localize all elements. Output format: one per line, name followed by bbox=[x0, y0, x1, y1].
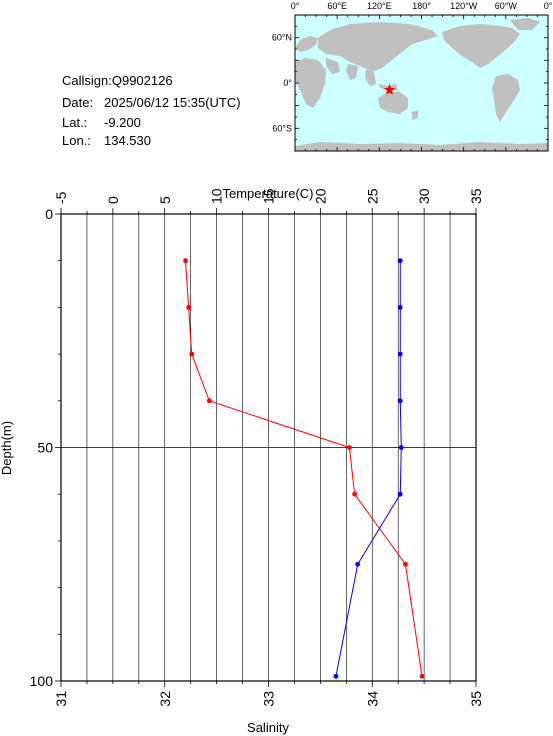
temperature-tick-label: 20 bbox=[312, 188, 328, 204]
latitude-value: -9.200 bbox=[104, 115, 141, 130]
map-land-seasia bbox=[365, 70, 376, 86]
salinity-tick-labels: 31 32 33 34 35 bbox=[53, 691, 484, 707]
temperature-data-point bbox=[352, 491, 358, 497]
salinity-tick-label: 34 bbox=[364, 691, 380, 707]
longitude-label: Lon.: bbox=[62, 133, 91, 148]
temperature-axis-label: Temperature(C) bbox=[222, 186, 313, 201]
map-land-australia bbox=[378, 92, 408, 114]
salinity-data-point bbox=[397, 258, 403, 264]
map-longitude-label: 120°E bbox=[367, 1, 392, 11]
date-row: Date: 2025/06/12 15:35(UTC) bbox=[62, 96, 241, 109]
map-land-southamerica bbox=[492, 74, 520, 122]
salinity-data-point bbox=[397, 491, 403, 497]
depth-axis-label: Depth(m) bbox=[0, 421, 14, 475]
map-longitude-label: 60°E bbox=[327, 1, 347, 11]
map-latitude-label: 60°N bbox=[272, 33, 292, 43]
map-latitude-labels: 60°N 0° 60°S bbox=[272, 33, 293, 134]
temperature-tick-label: 30 bbox=[416, 188, 432, 204]
temperature-data-point bbox=[403, 561, 408, 567]
date-label: Date: bbox=[62, 95, 94, 110]
salinity-axis-label: Salinity bbox=[247, 720, 289, 735]
salinity-data-point bbox=[333, 673, 339, 679]
map-land-asia bbox=[318, 22, 438, 72]
depth-tick-label: 0 bbox=[45, 206, 53, 222]
latitude-row: Lat.: -9.200 bbox=[62, 116, 141, 129]
salinity-data-point bbox=[398, 445, 404, 450]
temperature-profile-line bbox=[185, 260, 423, 677]
map-latitude-label: 60°S bbox=[272, 123, 292, 133]
temperature-tick-label: 5 bbox=[157, 196, 173, 204]
salinity-profile-line bbox=[335, 260, 402, 677]
map-longitude-label: 180° bbox=[412, 1, 431, 11]
temperature-tick-label: 0 bbox=[105, 196, 121, 204]
map-land-northamerica bbox=[442, 24, 520, 68]
temperature-data-point bbox=[206, 398, 212, 404]
salinity-data-point bbox=[397, 398, 403, 404]
map-longitude-label: 0° bbox=[291, 1, 300, 11]
data-series bbox=[183, 258, 425, 679]
temperature-tick-labels: -5 0 5 10 15 20 25 30 35 bbox=[53, 188, 484, 204]
temperature-tick-label: 15 bbox=[261, 188, 277, 204]
temperature-tick-label: 10 bbox=[209, 188, 225, 204]
salinity-data-point bbox=[355, 561, 361, 567]
temperature-data-point bbox=[183, 258, 188, 264]
latitude-label: Lat.: bbox=[62, 115, 88, 130]
map-land-arabia bbox=[326, 58, 340, 74]
map-land-greenland bbox=[510, 18, 540, 30]
callsign-text: Callsign:Q9902126 bbox=[62, 73, 173, 88]
salinity-tick-label: 31 bbox=[53, 691, 69, 707]
salinity-tick-label: 35 bbox=[468, 691, 484, 707]
temperature-data-point bbox=[186, 305, 192, 310]
temperature-tick-label: 25 bbox=[364, 188, 380, 204]
map-longitude-labels: 0° 60°E 120°E 180° 120°W 60°W 0° bbox=[291, 1, 553, 11]
depth-tick-labels: 0 50 100 bbox=[30, 206, 54, 689]
map-longitude-label: 0° bbox=[544, 1, 553, 11]
axis-ticks bbox=[55, 208, 477, 687]
temperature-tick-label: 35 bbox=[468, 188, 484, 204]
salinity-data-point bbox=[397, 351, 403, 357]
temperature-tick-label: -5 bbox=[53, 191, 69, 204]
map-land-antarctica bbox=[295, 142, 548, 151]
map-longitude-label: 60°W bbox=[495, 1, 518, 11]
map-ticks bbox=[294, 14, 549, 152]
salinity-tick-label: 32 bbox=[157, 691, 173, 707]
date-value: 2025/06/12 15:35(UTC) bbox=[104, 95, 241, 110]
map-longitude-label: 120°W bbox=[450, 1, 478, 11]
salinity-tick-label: 33 bbox=[261, 691, 277, 707]
map-land bbox=[295, 18, 548, 151]
salinity-data-point bbox=[397, 305, 403, 310]
longitude-value: 134.530 bbox=[104, 133, 151, 148]
location-map: 0° 60°E 120°E 180° 120°W 60°W 0° 60°N 0° 60°S bbox=[272, 1, 553, 152]
map-land-africa-east bbox=[295, 58, 326, 108]
temperature-data-point bbox=[189, 351, 195, 357]
grid-lines bbox=[60, 214, 477, 681]
depth-tick-label: 50 bbox=[37, 440, 53, 456]
depth-tick-label: 100 bbox=[30, 673, 54, 689]
temperature-data-point bbox=[419, 673, 425, 679]
map-latitude-label: 0° bbox=[283, 78, 292, 88]
map-land-europe bbox=[295, 36, 318, 52]
longitude-row: Lon.: 134.530 bbox=[62, 134, 151, 147]
map-land-india bbox=[346, 64, 358, 80]
map-land-newzealand bbox=[412, 110, 418, 120]
float-location-marker bbox=[383, 83, 396, 95]
temperature-data-point bbox=[347, 445, 352, 450]
